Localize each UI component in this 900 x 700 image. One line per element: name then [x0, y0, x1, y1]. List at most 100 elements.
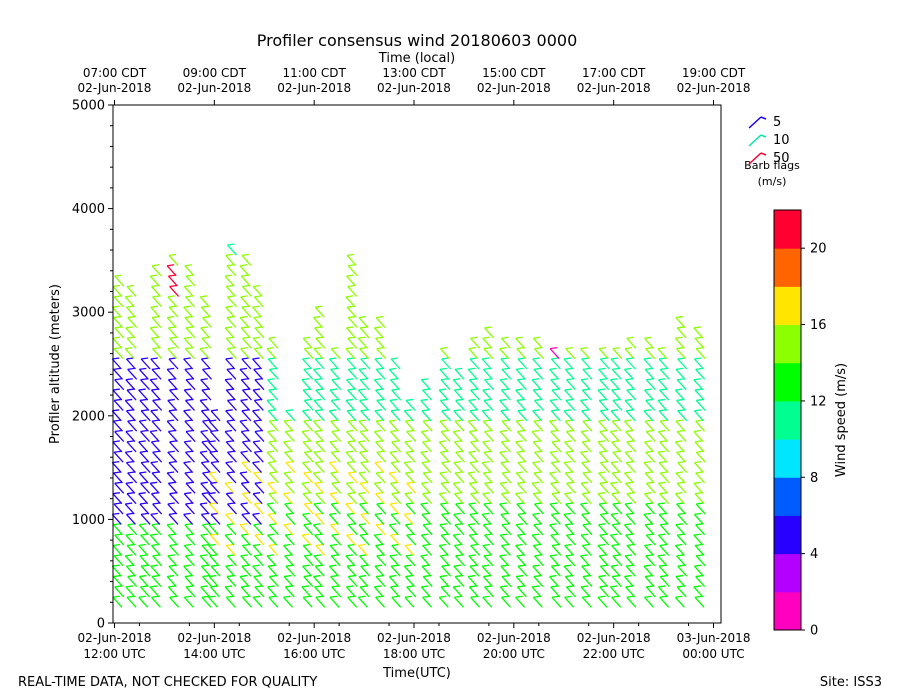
barb-flag [550, 533, 558, 536]
wind-barb [138, 574, 149, 587]
wind-barb [534, 554, 544, 567]
wind-barb [482, 367, 493, 380]
wind-barb [658, 460, 669, 474]
barb-staff [564, 524, 575, 536]
barb-flag [421, 481, 429, 484]
barb-flag [517, 378, 525, 381]
barb-flag [374, 460, 383, 464]
barb-flag [564, 595, 572, 598]
wind-barb [564, 543, 575, 556]
wind-barb [330, 471, 341, 484]
barb-flag [675, 523, 684, 526]
barb-flag [329, 440, 338, 443]
barb-flag [331, 533, 339, 536]
wind-barb [645, 533, 656, 546]
barb-staff [550, 462, 561, 474]
barb-staff [421, 565, 432, 577]
wind-barb [676, 450, 687, 463]
wind-barb [373, 378, 384, 391]
barb-staff [111, 462, 122, 474]
barb-flag [209, 450, 217, 453]
barb-staff [420, 431, 431, 442]
barb-flag [152, 346, 160, 350]
wind-barb [358, 471, 369, 484]
barb-flag [482, 512, 490, 516]
barb-flag [644, 543, 652, 547]
barb-flag [167, 574, 175, 578]
wind-barb [390, 409, 401, 422]
barb-flag [283, 595, 291, 598]
wind-barb [597, 492, 608, 505]
barb-staff [389, 555, 400, 567]
barb-flag [551, 409, 559, 412]
wind-barb [563, 512, 574, 525]
barb-flag [201, 409, 209, 412]
barb-flag [209, 419, 217, 422]
barb-staff [359, 586, 370, 598]
barb-flag [303, 523, 311, 526]
barb-staff [315, 596, 326, 608]
barb-staff [150, 286, 161, 297]
barb-flag [693, 429, 701, 433]
barb-flag [169, 388, 177, 391]
barb-flag [185, 274, 194, 277]
barb-flag [454, 574, 463, 578]
wind-barb [227, 502, 237, 515]
wind-barb [267, 429, 278, 442]
barb-staff [183, 513, 194, 525]
barb-staff [347, 472, 358, 484]
barb-staff [201, 596, 212, 608]
barb-flag [597, 543, 606, 547]
barb-staff [284, 534, 295, 546]
wind-barb [152, 295, 163, 308]
barb-flag [483, 574, 491, 578]
barb-flag [677, 533, 685, 536]
wind-barb [347, 367, 358, 380]
barb-staff [266, 555, 277, 567]
wind-barb [598, 398, 609, 411]
barb-flag [626, 409, 634, 412]
barb-flag [421, 409, 430, 412]
wind-barb [695, 574, 706, 587]
barb-flag [304, 398, 312, 402]
barb-flag [626, 492, 634, 495]
wind-barb [225, 460, 236, 474]
barb-staff [225, 565, 236, 577]
barb-flag [643, 460, 652, 464]
wind-barb [241, 595, 252, 608]
barb-staff [500, 545, 511, 556]
wind-barb [252, 543, 263, 556]
wind-barb [454, 523, 465, 536]
barb-staff [580, 451, 591, 463]
wind-barb [420, 554, 431, 567]
barb-staff [676, 348, 687, 360]
barb-staff [455, 555, 466, 567]
x-tick-label-date: 02-Jun-2018 [177, 631, 251, 645]
wind-barb [422, 492, 433, 505]
wind-barb [675, 315, 686, 328]
wind-barb [695, 502, 706, 515]
wind-barb [266, 346, 277, 360]
barb-flag [169, 543, 177, 547]
wind-barb [266, 502, 277, 515]
barb-flag [127, 574, 135, 578]
barb-flag [227, 295, 235, 298]
barb-staff [580, 400, 591, 411]
barb-flag [646, 378, 654, 381]
barb-flag [421, 378, 429, 381]
barb-staff [168, 306, 179, 318]
barb-staff [564, 368, 575, 380]
barb-staff [625, 586, 636, 598]
wind-barb [138, 440, 149, 453]
wind-barb [675, 419, 686, 432]
wind-barb [169, 595, 180, 608]
barb-flag [348, 419, 356, 422]
barb-flag [150, 326, 158, 329]
wind-barb [345, 398, 356, 411]
barb-staff [224, 275, 235, 287]
barb-staff [241, 462, 252, 474]
wind-barb [125, 429, 136, 442]
barb-flag [252, 357, 260, 360]
barb-flag [597, 440, 606, 443]
barb-flag [550, 398, 558, 402]
